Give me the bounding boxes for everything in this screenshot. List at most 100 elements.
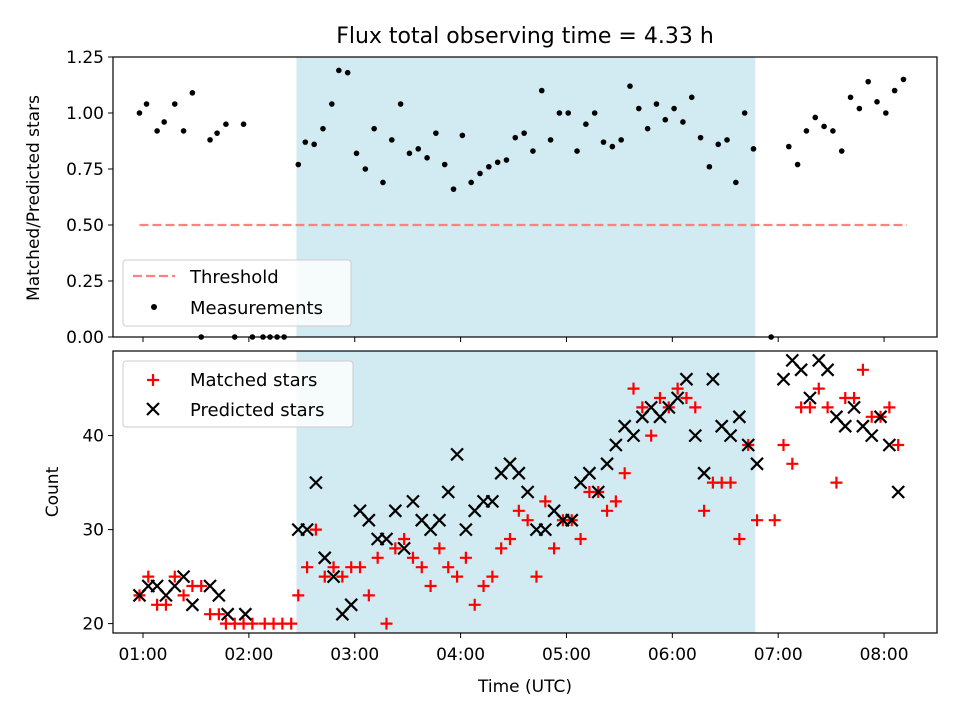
matched-star-point	[609, 495, 622, 508]
predicted-star-point	[847, 400, 861, 415]
measurement-point	[830, 128, 836, 134]
measurement-point	[750, 146, 757, 152]
bottom-y-tick-label: 20	[82, 615, 104, 635]
bottom-panel: 20 30 40 01:00 02:00 03:00 04:00 05:00 06:00 07:…	[43, 350, 938, 697]
predicted-star-point	[432, 513, 447, 527]
x-axis-label: Time (UTC)	[477, 677, 572, 697]
measurement-point	[688, 94, 695, 101]
measurement-point	[565, 110, 572, 116]
measurement-point	[856, 105, 863, 112]
matched-star-point	[821, 401, 834, 414]
predicted-star-point	[379, 532, 394, 546]
matched-star-point	[504, 533, 517, 545]
measurement-point	[538, 87, 545, 94]
measurement-point	[838, 148, 845, 154]
measurement-point	[486, 163, 492, 170]
predicted-star-point	[750, 457, 764, 471]
bottom-y-axis-label: Count	[43, 466, 63, 517]
measurement-point	[143, 101, 150, 107]
measurement-point	[353, 150, 360, 157]
bottom-x-ticks: 01:00 02:00 03:00 04:00 05:00 06:00 07:00 08:00	[118, 633, 909, 665]
predicted-star-point	[362, 513, 376, 527]
x-tick-label: 04:00	[436, 645, 485, 665]
measurement-point	[161, 119, 167, 125]
x-tick-label: 05:00	[542, 645, 591, 665]
measurement-point	[591, 110, 598, 116]
matched-star-point	[451, 570, 464, 583]
predicted-star-point	[864, 428, 879, 443]
predicted-star-point	[838, 419, 853, 433]
predicted-star-point	[679, 372, 694, 386]
measurement-point	[433, 130, 439, 136]
predicted-star-point	[300, 522, 314, 537]
matched-star-point	[618, 467, 631, 480]
matched-star-point	[768, 514, 781, 527]
matched-star-point	[168, 570, 181, 583]
measurement-point	[733, 179, 739, 186]
measurement-point	[136, 110, 143, 116]
measurement-point	[521, 130, 527, 136]
predicted-star-point	[406, 494, 420, 509]
top-legend-box	[122, 259, 352, 327]
predicted-star-point	[776, 372, 791, 386]
bottom-y-tick-label: 30	[82, 521, 104, 541]
matched-star-point	[636, 401, 649, 414]
matched-star-point	[521, 514, 534, 527]
measurement-point	[697, 134, 704, 141]
measurement-point	[450, 186, 457, 192]
measurement-point	[706, 163, 713, 170]
predicted-star-point	[512, 466, 526, 480]
predicted-star-point	[732, 410, 747, 424]
x-tick-label: 01:00	[118, 645, 167, 665]
measurement-point	[547, 137, 554, 143]
matched-star-point	[539, 495, 552, 508]
measurement-point	[171, 101, 178, 107]
matched-star-point	[327, 561, 340, 574]
measurement-point	[214, 130, 220, 136]
matched-star-point	[459, 551, 472, 564]
matched-star-point	[848, 392, 861, 404]
top-y-tick-label: 0.25	[66, 272, 104, 292]
measurement-point	[900, 76, 907, 83]
matched-star-point	[477, 580, 490, 592]
legend-threshold-label: Threshold	[189, 267, 279, 288]
legend-predicted-swatch	[146, 402, 160, 416]
matched-star-point	[645, 429, 658, 442]
matched-star-point	[389, 542, 402, 555]
measurement-point	[627, 83, 633, 89]
matched-star-point	[786, 457, 799, 470]
measurement-point	[636, 105, 642, 112]
matched-star-point	[442, 561, 455, 574]
top-y-tick-label: 0.00	[66, 328, 104, 348]
matched-star-point	[318, 570, 331, 583]
measurement-point	[883, 110, 889, 116]
count-points	[132, 353, 905, 630]
measurement-point	[503, 157, 510, 163]
top-y-tick-label: 0.50	[66, 216, 104, 236]
matched-star-point	[354, 561, 367, 574]
measurement-point	[240, 121, 247, 127]
measurement-point	[154, 128, 160, 134]
matched-star-point	[468, 598, 481, 611]
x-tick-label: 07:00	[754, 645, 803, 665]
measurement-point	[803, 128, 810, 134]
predicted-star-point	[459, 522, 473, 537]
measurement-point	[891, 87, 898, 94]
matched-star-point	[777, 439, 790, 451]
measurement-point	[821, 123, 827, 130]
legend-predicted-label: Predicted stars	[190, 400, 324, 421]
measurement-point	[556, 110, 563, 116]
predicted-star-point	[794, 363, 808, 377]
predicted-star-point	[882, 438, 897, 452]
measurement-point	[847, 94, 854, 101]
predicted-star-point	[220, 607, 235, 621]
measurement-point	[328, 101, 335, 107]
matched-star-point	[362, 589, 375, 602]
measurement-point	[609, 143, 616, 150]
measurement-point	[812, 114, 819, 121]
chart-title: Flux total observing time = 4.33 h	[336, 24, 714, 49]
measurement-point	[583, 121, 589, 127]
measurement-point	[344, 69, 351, 76]
matched-star-point	[336, 570, 349, 583]
